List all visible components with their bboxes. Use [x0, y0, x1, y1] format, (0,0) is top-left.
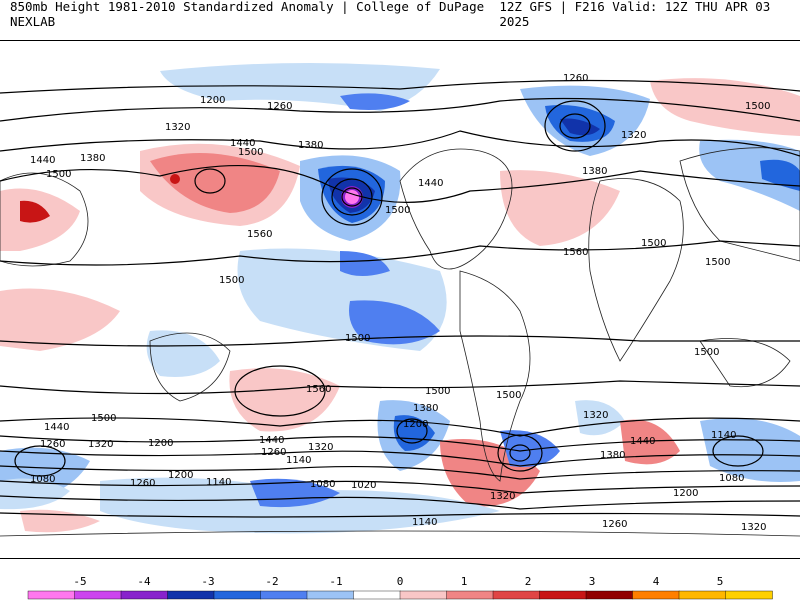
contour-label: 1320	[490, 491, 515, 502]
colorbar-tick-label: -1	[329, 575, 342, 588]
height-contours	[0, 79, 800, 518]
contour-label: 1560	[306, 384, 331, 395]
colorbar-swatch	[446, 590, 494, 600]
colorbar-scale: -5 -4 -3 -2 -1 0 1 2 3 4 5	[27, 575, 773, 600]
anomaly-map: 1260 1200 1260 1320 1380 1500 1440 1380 …	[0, 62, 800, 537]
contour-label: 1080	[719, 473, 744, 484]
contour-label: 1200	[168, 470, 193, 481]
contour-label: 1320	[621, 130, 646, 141]
contour-label: 1200	[200, 95, 225, 106]
colorbar-swatch	[167, 590, 215, 600]
map-panel: 1260 1200 1260 1320 1380 1500 1440 1380 …	[0, 40, 800, 559]
contour-label: 1260	[40, 439, 65, 450]
contour-label: 1200	[673, 488, 698, 499]
anomaly-shading	[0, 62, 800, 534]
contour-label: 1380	[582, 166, 607, 177]
colorbar-tick-label: -3	[201, 575, 214, 588]
colorbar-swatch	[539, 590, 587, 600]
colorbar-tick-label: -2	[265, 575, 278, 588]
colorbar-swatch	[306, 590, 355, 600]
colorbar-tick-label: -4	[137, 575, 151, 588]
colorbar-swatch	[399, 590, 448, 600]
colorbar-swatch	[353, 590, 401, 600]
contour-label: 1440	[230, 138, 255, 149]
colorbar-tick-label: 0	[397, 575, 404, 588]
contour-label: 1260	[130, 478, 155, 489]
map-title: 850mb Height 1981-2010 Standardized Anom…	[10, 0, 485, 29]
contour-label: 1560	[563, 247, 588, 258]
contour-label: 1320	[88, 439, 113, 450]
colorbar-tick-label: -5	[73, 575, 86, 588]
contour-label: 1440	[630, 436, 655, 447]
contour-label: 1380	[600, 450, 625, 461]
colorbar: -5 -4 -3 -2 -1 0 1 2 3 4 5	[0, 570, 800, 600]
contour-label: 1500	[496, 390, 521, 401]
contour-label: 1500	[641, 238, 666, 249]
contour-label: 1440	[259, 435, 284, 446]
contour-label: 1500	[46, 169, 71, 180]
contour-label: 1440	[418, 178, 443, 189]
contour-label: 1200	[403, 419, 428, 430]
contour-label: 1320	[741, 522, 766, 533]
contour-label: 1500	[425, 386, 450, 397]
coastlines	[0, 147, 800, 537]
contour-label: 1260	[261, 447, 286, 458]
colorbar-swatch	[260, 590, 308, 600]
contour-label: 1500	[745, 101, 770, 112]
contour-label: 1500	[705, 257, 730, 268]
contour-label: 1260	[267, 101, 292, 112]
colorbar-swatch	[678, 590, 727, 600]
colorbar-swatch	[74, 590, 122, 600]
contour-label: 1500	[238, 147, 263, 158]
contour-label: 1500	[91, 413, 116, 424]
colorbar-swatch	[585, 590, 634, 600]
colorbar-swatch	[632, 590, 680, 600]
contour-label: 1080	[30, 474, 55, 485]
contour-label: 1320	[583, 410, 608, 421]
colorbar-tick-label: 2	[525, 575, 532, 588]
colorbar-swatch	[27, 590, 76, 600]
colorbar-swatch	[492, 590, 541, 600]
contour-label: 1380	[413, 403, 438, 414]
colorbar-swatch	[120, 590, 169, 600]
colorbar-swatch	[725, 590, 773, 600]
contour-labels: 1260 1200 1260 1320 1380 1500 1440 1380 …	[30, 73, 770, 533]
contour-label: 1140	[412, 517, 437, 528]
contour-label: 1020	[351, 480, 376, 491]
contour-label: 1140	[206, 477, 231, 488]
run-valid-time: 12Z GFS | F216 Valid: 12Z THU APR 03 202…	[499, 0, 771, 29]
contour-label: 1260	[563, 73, 588, 84]
colorbar-tick-label: 5	[717, 575, 724, 588]
contour-label: 1320	[165, 122, 190, 133]
contour-label: 1080	[310, 479, 335, 490]
contour-label: 1440	[30, 155, 55, 166]
colorbar-tick-label: 1	[461, 575, 468, 588]
header-bar: 850mb Height 1981-2010 Standardized Anom…	[0, 0, 800, 29]
colorbar-tick-label: 4	[653, 575, 660, 588]
contour-label: 1440	[44, 422, 69, 433]
contour-label: 1140	[711, 430, 736, 441]
contour-label: 1560	[247, 229, 272, 240]
contour-label: 1500	[385, 205, 410, 216]
contour-label: 1500	[345, 333, 370, 344]
contour-label: 1260	[602, 519, 627, 530]
contour-label: 1380	[298, 140, 323, 151]
contour-label: 1380	[80, 153, 105, 164]
colorbar-swatch	[213, 590, 262, 600]
colorbar-tick-label: 3	[589, 575, 596, 588]
contour-label: 1320	[308, 442, 333, 453]
contour-label: 1140	[286, 455, 311, 466]
contour-label: 1500	[219, 275, 244, 286]
contour-label: 1500	[694, 347, 719, 358]
contour-label: 1200	[148, 438, 173, 449]
